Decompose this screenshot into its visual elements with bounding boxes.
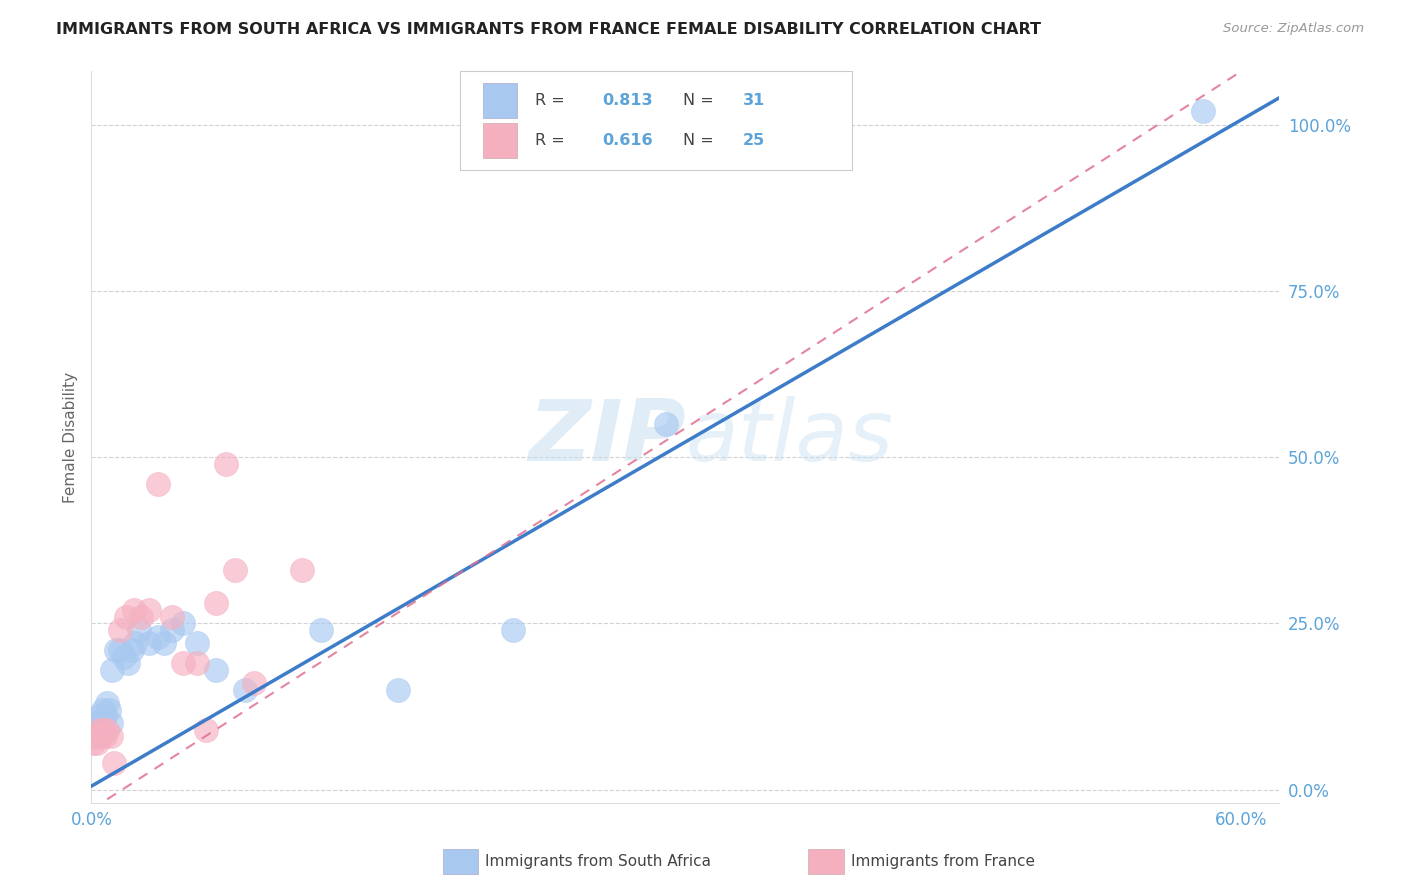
Point — [100, 729, 122, 743]
FancyBboxPatch shape — [484, 122, 517, 158]
Point — [311, 623, 333, 637]
Point — [160, 623, 183, 637]
Text: 0.813: 0.813 — [602, 93, 652, 108]
Point — [86, 736, 108, 750]
Text: atlas: atlas — [685, 395, 893, 479]
Point — [91, 703, 114, 717]
Point — [205, 663, 228, 677]
Point — [82, 736, 104, 750]
Point — [122, 603, 145, 617]
Point — [138, 636, 160, 650]
Point — [100, 716, 122, 731]
Point — [97, 703, 120, 717]
Point — [84, 729, 107, 743]
Point — [87, 723, 110, 737]
Point — [121, 643, 143, 657]
Point — [82, 729, 104, 743]
Text: IMMIGRANTS FROM SOUTH AFRICA VS IMMIGRANTS FROM FRANCE FEMALE DISABILITY CORRELA: IMMIGRANTS FROM SOUTH AFRICA VS IMMIGRAN… — [56, 22, 1042, 37]
Y-axis label: Female Disability: Female Disability — [63, 371, 79, 503]
Point — [224, 563, 246, 577]
Point — [502, 623, 524, 637]
Point — [387, 682, 409, 697]
Point — [101, 663, 124, 677]
Point — [195, 723, 218, 737]
Text: 0.616: 0.616 — [602, 133, 652, 147]
Point — [186, 636, 208, 650]
Point — [129, 609, 152, 624]
Point — [90, 716, 112, 731]
Point — [103, 756, 125, 770]
Point — [214, 457, 236, 471]
Point — [153, 636, 176, 650]
Point — [128, 623, 150, 637]
Point — [90, 729, 112, 743]
Point — [655, 417, 678, 431]
Point — [91, 723, 114, 737]
Text: R =: R = — [534, 133, 569, 147]
Point — [105, 643, 128, 657]
Text: 25: 25 — [742, 133, 765, 147]
Point — [86, 723, 108, 737]
Point — [243, 676, 266, 690]
Text: ZIP: ZIP — [527, 395, 685, 479]
Point — [160, 609, 183, 624]
Point — [138, 603, 160, 617]
Point — [172, 616, 194, 631]
Point — [108, 643, 131, 657]
Text: Immigrants from France: Immigrants from France — [851, 855, 1035, 869]
Point — [124, 636, 146, 650]
Point — [1191, 104, 1213, 119]
Text: N =: N = — [683, 133, 718, 147]
Point — [148, 630, 170, 644]
Text: R =: R = — [534, 93, 569, 108]
Point — [87, 709, 110, 723]
Point — [84, 716, 107, 731]
Point — [108, 623, 131, 637]
Point — [112, 649, 135, 664]
FancyBboxPatch shape — [484, 83, 517, 118]
Text: 31: 31 — [742, 93, 765, 108]
Point — [291, 563, 314, 577]
Point — [117, 656, 139, 670]
Text: Immigrants from South Africa: Immigrants from South Africa — [485, 855, 711, 869]
Point — [94, 729, 117, 743]
FancyBboxPatch shape — [460, 71, 852, 170]
Point — [233, 682, 256, 697]
Point — [94, 709, 117, 723]
Point — [115, 609, 138, 624]
Text: N =: N = — [683, 93, 718, 108]
Point — [172, 656, 194, 670]
Point — [148, 476, 170, 491]
Point — [205, 596, 228, 610]
Text: Source: ZipAtlas.com: Source: ZipAtlas.com — [1223, 22, 1364, 36]
Point — [96, 696, 118, 710]
Point — [96, 723, 118, 737]
Point — [186, 656, 208, 670]
